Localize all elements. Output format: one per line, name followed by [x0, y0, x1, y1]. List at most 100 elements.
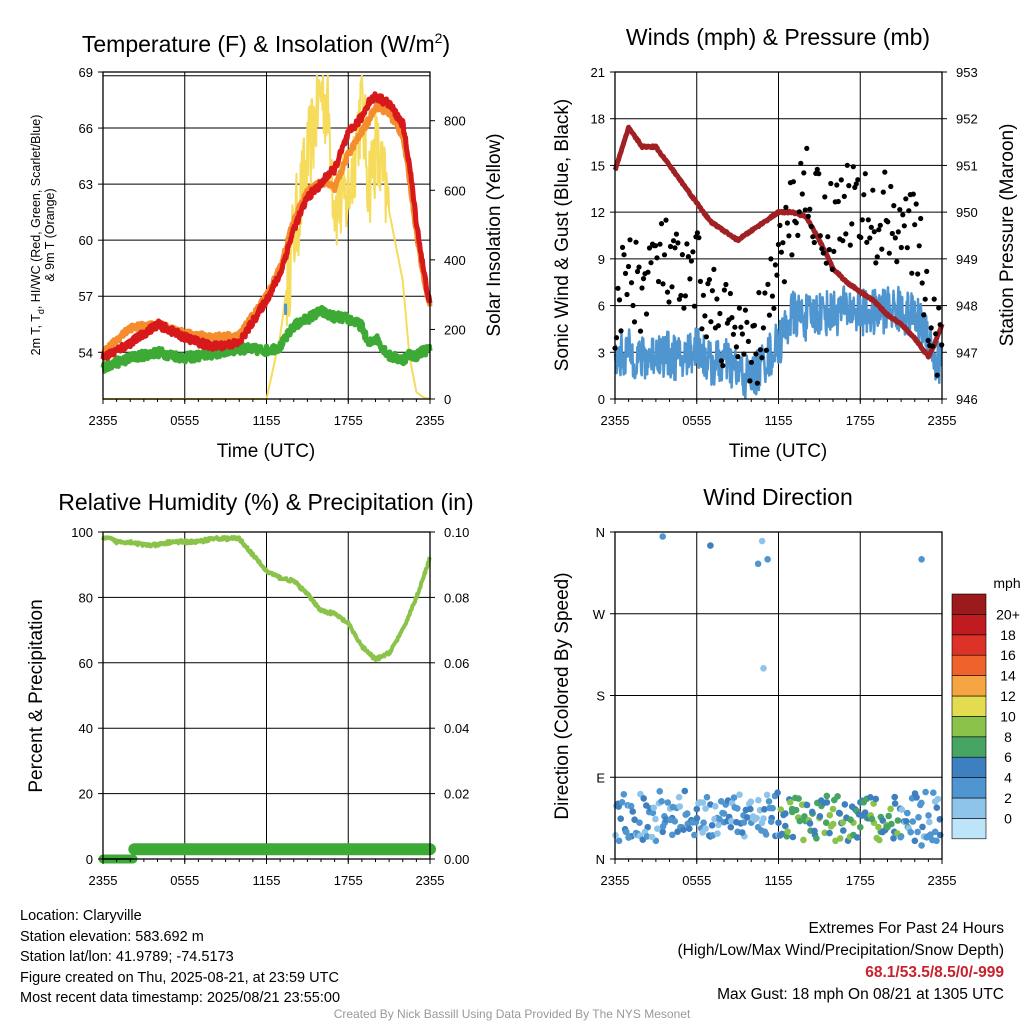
- direction-point: [806, 820, 814, 827]
- max-gust: Max Gust: 18 mph On 08/21 at 1305 UTC: [717, 986, 1004, 1003]
- gust-point: [691, 303, 698, 309]
- colorbar-swatch: [951, 777, 987, 799]
- colorbar-swatch: [951, 797, 987, 819]
- gust-point: [840, 238, 846, 244]
- direction-point: [922, 788, 929, 796]
- temperature-line-red: [100, 91, 433, 361]
- direction-point: [664, 799, 672, 806]
- direction-point: [761, 806, 768, 813]
- direction-point: [686, 825, 693, 832]
- direction-point: [760, 665, 767, 672]
- gust-point: [682, 293, 689, 299]
- gust-point: [678, 292, 684, 299]
- gust-point: [633, 239, 639, 245]
- gust-point: [663, 217, 669, 223]
- gust-point: [915, 271, 921, 277]
- gust-point: [759, 355, 765, 361]
- gust-point: [684, 241, 690, 247]
- extremes-values: 68.1/53.5/8.5/0/-999: [865, 964, 1004, 981]
- humidity-y2tick-label: 0.08: [444, 590, 469, 605]
- direction-point: [708, 822, 716, 829]
- wind-panel: Winds (mph) & Pressure (mb) 2355 0555 1155…: [552, 24, 1018, 462]
- colorbar-swatch: [951, 756, 987, 778]
- gust-point: [709, 288, 716, 294]
- direction-point: [702, 825, 709, 832]
- direction-point: [826, 811, 834, 819]
- gust-point: [664, 289, 671, 295]
- gust-point: [895, 229, 901, 235]
- station-latlon: Station lat/lon: 41.9789; -74.5173: [20, 949, 234, 965]
- gust-point: [648, 260, 654, 266]
- recent-timestamp: Most recent data timestamp: 2025/08/21 2…: [20, 990, 341, 1006]
- direction-point: [747, 805, 754, 813]
- direction-point: [711, 815, 718, 823]
- direction-point: [829, 805, 837, 813]
- gust-point: [865, 217, 871, 223]
- gust-point: [696, 235, 702, 241]
- gust-point: [898, 244, 904, 251]
- pressure-line: [612, 124, 945, 360]
- gust-point: [760, 325, 767, 331]
- gust-point: [891, 203, 897, 209]
- wind-y2tick-label: 952: [956, 112, 978, 127]
- gust-point: [646, 245, 653, 251]
- gust-point: [912, 222, 918, 228]
- gust-point: [721, 287, 728, 293]
- humidity-ytick-label: 20: [79, 787, 93, 802]
- wind-ytick-label: 21: [591, 65, 605, 80]
- direction-point: [903, 818, 910, 825]
- humidity-xtick-label: 0555: [170, 873, 199, 888]
- direction-point: [775, 819, 782, 826]
- colorbar-label: 16: [1000, 647, 1016, 663]
- direction-point: [795, 795, 802, 802]
- gust-point: [745, 338, 752, 344]
- direction-ytick-label: W: [593, 607, 606, 622]
- gust-point: [847, 242, 853, 248]
- gust-point: [775, 241, 782, 248]
- wind-y2tick-label: 950: [956, 205, 978, 220]
- humidity-ylabel-left: Percent & Precipitation: [26, 599, 47, 792]
- direction-point: [676, 803, 684, 810]
- direction-point: [925, 812, 932, 819]
- gust-point: [672, 245, 678, 251]
- gust-point: [843, 231, 849, 237]
- gust-point: [864, 239, 870, 245]
- gust-point: [784, 220, 791, 226]
- direction-point: [764, 556, 771, 563]
- temperature-ylabel-right: Solar Insolation (Yellow): [484, 133, 505, 336]
- direction-point: [898, 806, 906, 813]
- direction-point: [719, 809, 726, 817]
- gust-point: [823, 260, 829, 266]
- figure-created: Figure created on Thu, 2025-08-21, at 23…: [20, 969, 339, 986]
- gust-point: [928, 325, 934, 331]
- gust-point: [616, 297, 623, 303]
- direction-point: [803, 801, 811, 809]
- gust-point: [820, 250, 826, 256]
- gust-point: [790, 179, 797, 185]
- direction-point: [876, 836, 883, 844]
- wind-ylabel-right: Station Pressure (Maroon): [997, 124, 1018, 347]
- gust-point: [867, 235, 873, 241]
- gust-point: [619, 244, 626, 250]
- direction-point: [648, 833, 656, 841]
- gust-point: [918, 215, 924, 222]
- temperature-y2tick-label: 800: [444, 114, 466, 129]
- direction-point: [755, 796, 762, 804]
- gust-point: [849, 221, 855, 227]
- gust-point: [621, 252, 627, 258]
- direction-point: [763, 791, 771, 799]
- temperature-panel: Temperature (F) & Insolation (W/m2) 2355…: [29, 30, 505, 462]
- direction-xtick-label: 1155: [765, 873, 793, 888]
- direction-point: [777, 806, 785, 813]
- gust-point: [768, 256, 774, 262]
- direction-point: [780, 811, 787, 819]
- gust-point: [627, 237, 633, 243]
- wind-ytick-label: 0: [598, 392, 605, 407]
- gust-point: [661, 252, 668, 258]
- direction-point: [753, 814, 760, 822]
- gust-point: [658, 221, 665, 227]
- gust-point: [756, 290, 762, 296]
- humidity-line: [101, 535, 432, 663]
- humidity-xtick-label: 1755: [334, 873, 363, 888]
- gust-point: [814, 166, 820, 172]
